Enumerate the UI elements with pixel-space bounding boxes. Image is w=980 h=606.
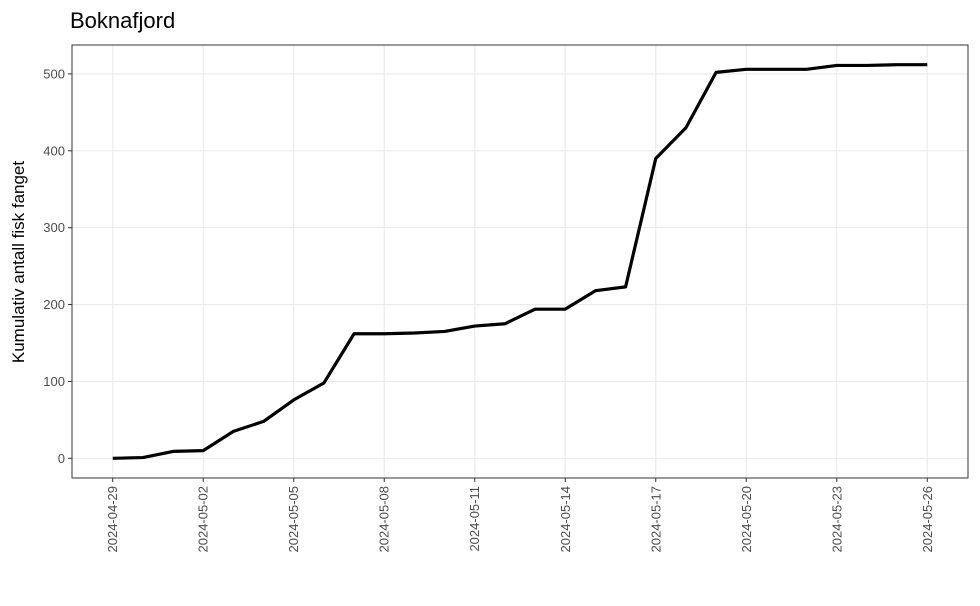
y-tick-label: 0 xyxy=(58,451,65,466)
y-tick-label: 100 xyxy=(43,374,65,389)
x-tick-label: 2024-05-05 xyxy=(286,486,301,553)
x-tick-label: 2024-05-11 xyxy=(467,486,482,552)
y-tick-label: 200 xyxy=(43,297,65,312)
chart-title: Boknafjord xyxy=(70,8,175,33)
y-tick-label: 300 xyxy=(43,220,65,235)
x-tick-label: 2024-05-02 xyxy=(196,486,211,553)
x-tick-label: 2024-05-08 xyxy=(377,486,392,553)
x-tick-label: 2024-05-23 xyxy=(829,486,844,553)
y-tick-label: 500 xyxy=(43,66,65,81)
plot-border xyxy=(71,44,969,479)
x-tick-label: 2024-05-26 xyxy=(920,486,935,553)
line xyxy=(112,63,928,460)
x-tick-label: 2024-05-20 xyxy=(739,486,754,553)
y-axis-title: Kumulativ antall fisk fanget xyxy=(9,161,28,363)
x-tick-label: 2024-04-29 xyxy=(105,486,120,553)
x-tick-label: 2024-05-14 xyxy=(558,486,573,553)
x-tick-label: 2024-05-17 xyxy=(648,486,663,553)
y-tick-label: 400 xyxy=(43,143,65,158)
